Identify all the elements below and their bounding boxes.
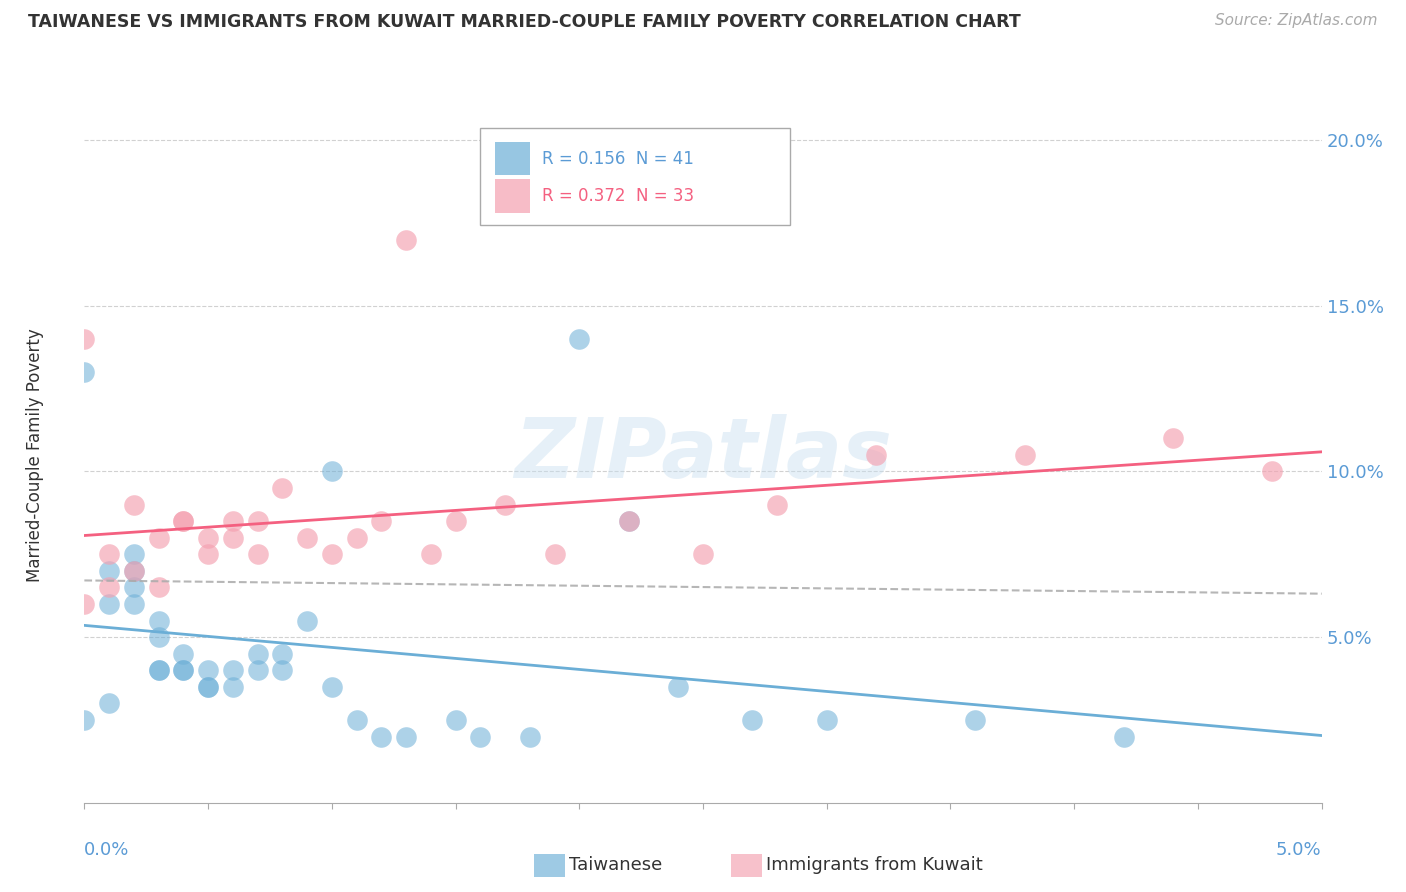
Point: [444, 713, 467, 727]
Point: [321, 465, 343, 479]
Bar: [731, 854, 762, 877]
Text: Immigrants from Kuwait: Immigrants from Kuwait: [766, 856, 983, 874]
Point: [246, 547, 269, 561]
Point: [148, 663, 170, 677]
Point: [666, 680, 689, 694]
Point: [197, 680, 219, 694]
Point: [965, 713, 987, 727]
Point: [222, 663, 245, 677]
Point: [122, 597, 145, 611]
Point: [617, 514, 640, 528]
Point: [470, 730, 492, 744]
Point: [172, 663, 194, 677]
Point: [197, 547, 219, 561]
Point: [98, 597, 121, 611]
Point: [172, 514, 194, 528]
Point: [419, 547, 441, 561]
Point: [815, 713, 838, 727]
Point: [98, 547, 121, 561]
Point: [122, 581, 145, 595]
Point: [197, 663, 219, 677]
Text: ZIPatlas: ZIPatlas: [515, 415, 891, 495]
Point: [271, 481, 294, 495]
Point: [370, 514, 392, 528]
Point: [197, 531, 219, 545]
Text: TAIWANESE VS IMMIGRANTS FROM KUWAIT MARRIED-COUPLE FAMILY POVERTY CORRELATION CH: TAIWANESE VS IMMIGRANTS FROM KUWAIT MARR…: [28, 13, 1021, 31]
Point: [543, 547, 565, 561]
Point: [98, 697, 121, 711]
Point: [271, 647, 294, 661]
Point: [172, 663, 194, 677]
Point: [395, 233, 418, 247]
Point: [865, 448, 887, 462]
Point: [122, 498, 145, 512]
Point: [444, 514, 467, 528]
Point: [1014, 448, 1036, 462]
Point: [122, 564, 145, 578]
Point: [222, 531, 245, 545]
Point: [148, 630, 170, 644]
Point: [568, 332, 591, 346]
Point: [321, 547, 343, 561]
FancyBboxPatch shape: [481, 128, 790, 226]
Point: [295, 531, 318, 545]
Point: [321, 680, 343, 694]
Point: [73, 713, 96, 727]
Point: [370, 730, 392, 744]
Text: Married-Couple Family Poverty: Married-Couple Family Poverty: [25, 328, 44, 582]
Point: [346, 531, 368, 545]
Point: [148, 663, 170, 677]
Point: [222, 680, 245, 694]
Point: [741, 713, 763, 727]
Point: [73, 365, 96, 379]
Point: [122, 564, 145, 578]
Point: [148, 581, 170, 595]
Text: Source: ZipAtlas.com: Source: ZipAtlas.com: [1215, 13, 1378, 29]
Point: [494, 498, 516, 512]
Point: [172, 514, 194, 528]
Point: [246, 514, 269, 528]
Text: R = 0.372  N = 33: R = 0.372 N = 33: [543, 187, 695, 205]
Point: [73, 597, 96, 611]
Bar: [534, 854, 565, 877]
Point: [246, 647, 269, 661]
Point: [1261, 465, 1284, 479]
Point: [122, 547, 145, 561]
Point: [98, 581, 121, 595]
Point: [73, 332, 96, 346]
Point: [98, 564, 121, 578]
Point: [295, 614, 318, 628]
Point: [766, 498, 789, 512]
Point: [172, 647, 194, 661]
Point: [395, 730, 418, 744]
Bar: [495, 179, 530, 213]
Point: [271, 663, 294, 677]
Point: [246, 663, 269, 677]
Point: [1112, 730, 1135, 744]
Point: [148, 614, 170, 628]
Text: 5.0%: 5.0%: [1277, 841, 1322, 859]
Point: [197, 680, 219, 694]
Point: [617, 514, 640, 528]
Point: [519, 730, 541, 744]
Text: Taiwanese: Taiwanese: [569, 856, 662, 874]
Point: [222, 514, 245, 528]
Point: [346, 713, 368, 727]
Text: R = 0.156  N = 41: R = 0.156 N = 41: [543, 150, 695, 168]
Point: [692, 547, 714, 561]
Point: [148, 531, 170, 545]
Bar: [495, 142, 530, 175]
Text: 0.0%: 0.0%: [84, 841, 129, 859]
Point: [1161, 431, 1184, 445]
